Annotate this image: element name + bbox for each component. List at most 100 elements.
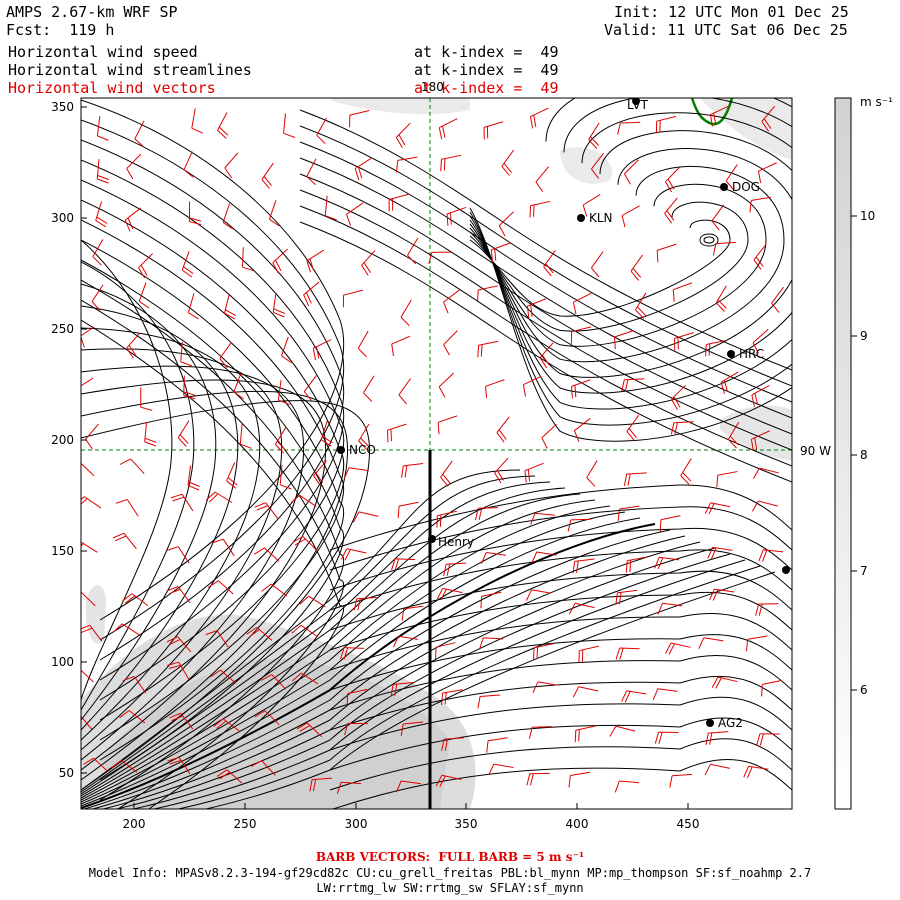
field-name-streamlines: Horizontal wind streamlines — [8, 61, 252, 79]
wind-barb — [169, 712, 194, 730]
wind-barb — [428, 251, 452, 265]
wind-barb — [578, 645, 599, 663]
wind-barb — [750, 430, 770, 452]
wind-barb — [621, 205, 640, 228]
wind-barb — [119, 710, 146, 724]
wind-barb — [313, 460, 328, 486]
wind-barb — [435, 642, 456, 660]
wind-barb — [344, 722, 368, 736]
wind-barb — [343, 467, 369, 480]
wind-barb — [224, 293, 237, 320]
wind-barb — [725, 164, 738, 191]
wind-barb — [709, 105, 729, 127]
y-tick-label: 50 — [59, 766, 74, 780]
streamline — [81, 119, 344, 641]
wind-barb — [354, 157, 373, 181]
wind-barb — [398, 378, 411, 405]
station-hrc-label: HRC — [739, 347, 764, 361]
wind-barb — [224, 152, 239, 179]
wind-barb — [539, 342, 554, 369]
y-tick-label: 250 — [51, 322, 74, 336]
wind-barb — [396, 156, 418, 173]
wind-barb — [570, 326, 592, 344]
wind-barb — [291, 672, 319, 685]
streamline — [299, 141, 792, 403]
wind-barb — [665, 166, 680, 193]
streamline — [299, 157, 792, 419]
y-axis — [81, 106, 87, 774]
wind-barb — [727, 422, 740, 449]
colorbar-scale — [834, 97, 852, 810]
wind-barb — [112, 532, 137, 550]
wind-barb — [614, 330, 634, 350]
streamline — [469, 98, 792, 442]
wind-barb — [680, 458, 692, 485]
wind-barb — [615, 589, 638, 605]
wind-barb — [400, 299, 412, 327]
wind-barb — [391, 558, 416, 571]
streamline — [81, 517, 641, 807]
wind-barb — [340, 548, 367, 561]
wind-barb — [274, 427, 287, 454]
streamline — [469, 148, 792, 378]
wind-barb — [664, 197, 678, 224]
stations: NCO Henry KLN DOG HRC AG2 LVT — [337, 98, 790, 730]
model-info-line-2: LW:rrtmg_lw SW:rrtmg_sw SFLAY:sf_mynn — [316, 881, 584, 895]
wind-barb — [216, 769, 243, 784]
wind-barb — [524, 462, 544, 483]
wind-barb — [614, 780, 640, 793]
wind-barb — [477, 340, 499, 358]
wind-barb — [440, 154, 462, 172]
y-tick-label: 300 — [51, 211, 74, 225]
x-axis — [133, 803, 689, 809]
wind-barb — [291, 624, 318, 638]
wind-barb — [246, 626, 273, 641]
station-lvt-label: LVT — [627, 98, 649, 112]
wind-barb — [320, 420, 333, 447]
wind-barb — [299, 595, 326, 608]
wind-barb — [303, 375, 317, 402]
colorbar-label: 7 — [860, 564, 868, 578]
wind-barb — [488, 763, 514, 776]
wind-barb — [572, 558, 595, 574]
wind-barb — [119, 458, 145, 475]
wind-barb — [541, 423, 557, 449]
wind-barb — [480, 591, 502, 609]
wind-barb — [617, 121, 641, 135]
wind-barb — [758, 549, 784, 562]
wind-barb — [529, 200, 551, 218]
streamline — [81, 348, 283, 751]
streamline — [81, 239, 345, 761]
wind-barb — [272, 248, 288, 274]
wind-barb — [396, 780, 421, 793]
wind-barb — [254, 547, 280, 562]
wind-barb — [761, 679, 782, 697]
field-level-streamlines: at k-index = 49 — [414, 61, 559, 79]
wind-barb — [346, 202, 364, 226]
wind-barb — [312, 339, 332, 361]
wind-barb — [349, 110, 370, 128]
wind-barb — [166, 661, 190, 680]
streamline — [329, 675, 792, 731]
wind-barb — [588, 122, 600, 149]
wind-barb — [81, 377, 94, 387]
wind-barb — [758, 162, 777, 183]
wind-barb — [623, 159, 639, 185]
streamline — [329, 591, 792, 651]
wind-barb — [609, 725, 636, 737]
wind-barb — [672, 282, 693, 302]
streamline — [100, 541, 701, 809]
wind-barb — [336, 781, 362, 794]
x-tick-label: 350 — [455, 817, 478, 831]
wind-barb — [436, 587, 463, 601]
station-hrc-marker — [727, 350, 735, 358]
wind-barb — [122, 593, 149, 607]
streamline — [81, 259, 345, 781]
streamline — [81, 327, 261, 741]
wind-barb — [177, 420, 190, 447]
streamline — [81, 390, 349, 781]
wind-barb — [671, 384, 687, 410]
wind-barb — [219, 342, 232, 369]
wind-barb — [705, 731, 729, 745]
wind-barb — [400, 721, 424, 736]
